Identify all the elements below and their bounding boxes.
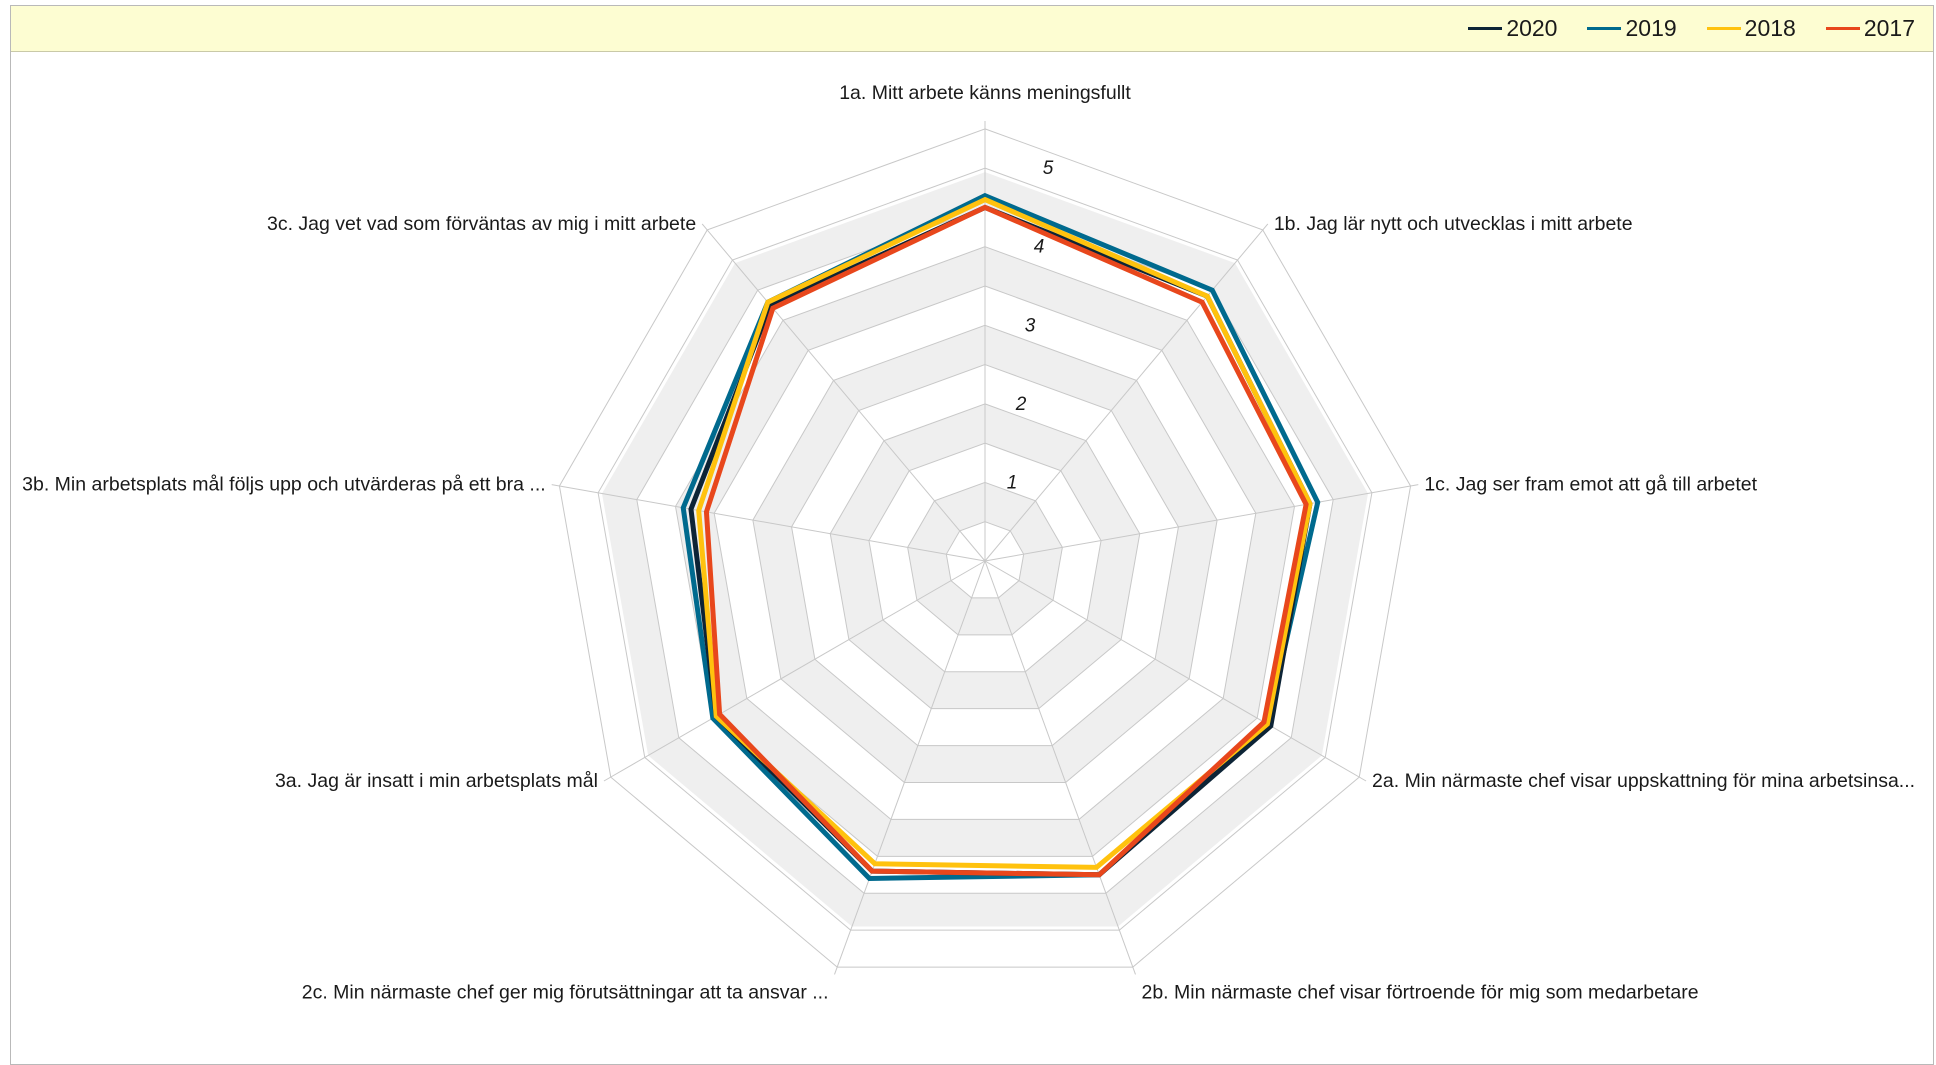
series-line-2019 [680, 192, 1321, 881]
category-label: 3c. Jag vet vad som förväntas av mig i m… [267, 213, 696, 235]
grid-ring [597, 167, 1373, 931]
category-labels: 1a. Mitt arbete känns meningsfullt 1b. Ja… [22, 82, 1915, 1003]
grid-ring [868, 442, 1102, 673]
legend-item-2017: 2017 [1825, 15, 1915, 42]
grid-spokes [551, 121, 1419, 975]
legend-bar: 2020 2019 2018 2017 [11, 6, 1933, 52]
tick-label: 2 [1015, 394, 1027, 415]
legend-swatch [1825, 27, 1860, 30]
legend-label: 2018 [1744, 15, 1796, 41]
series-line-2018 [696, 196, 1313, 870]
grid-ring [907, 481, 1063, 636]
legend-label: 2020 [1506, 15, 1558, 41]
grid-ring [558, 128, 1412, 968]
legend-label: 2019 [1625, 15, 1677, 41]
spoke-line [701, 223, 986, 562]
tick-labels: 1 2 3 4 5 [1007, 158, 1054, 493]
category-label: 2c. Min närmaste chef ger mig förutsättn… [302, 981, 829, 1003]
grid-ring [791, 364, 1179, 747]
spoke-line [984, 560, 1136, 975]
legend-swatch [1587, 27, 1622, 30]
series-line-2017 [703, 204, 1309, 878]
spoke-line [551, 484, 986, 562]
tick-label: 5 [1043, 158, 1054, 179]
grid-band [907, 482, 1063, 635]
grid-ring [752, 324, 1218, 783]
legend-label: 2017 [1863, 15, 1915, 41]
spoke-line [984, 223, 1269, 562]
spoke-line [834, 560, 986, 975]
spoke-line [603, 560, 986, 782]
grid-ring [713, 285, 1257, 820]
tick-label: 4 [1034, 237, 1045, 258]
series-group [680, 192, 1321, 881]
legend-swatch [1468, 27, 1503, 30]
category-label: 1c. Jag ser fram emot att gå till arbete… [1424, 474, 1757, 496]
grid-ring [829, 403, 1141, 710]
legend-item-2020: 2020 [1468, 15, 1557, 42]
category-label: 1a. Mitt arbete känns meningsfullt [839, 82, 1131, 104]
legend-item-2019: 2019 [1587, 15, 1677, 42]
grid-bands [601, 172, 1369, 927]
tick-label: 1 [1007, 472, 1018, 493]
category-label: 3a. Jag är insatt i min arbetsplats mål [275, 770, 598, 792]
legend-item-2018: 2018 [1706, 15, 1796, 42]
grid-ring [636, 206, 1334, 894]
spoke-line [984, 560, 1367, 782]
tick-label: 3 [1025, 315, 1036, 336]
category-label: 3b. Min arbetsplats mål följs upp och ut… [22, 474, 546, 496]
grid-ring [945, 521, 1025, 599]
spoke-line [984, 484, 1419, 562]
legend-swatch [1706, 27, 1741, 30]
category-label: 2a. Min närmaste chef visar uppskattning… [1372, 770, 1915, 792]
category-label: 1b. Jag lär nytt och utvecklas i mitt ar… [1274, 213, 1633, 235]
category-label: 2b. Min närmaste chef visar förtroende f… [1141, 981, 1698, 1003]
legend: 2020 2019 2018 2017 [1468, 6, 1915, 51]
